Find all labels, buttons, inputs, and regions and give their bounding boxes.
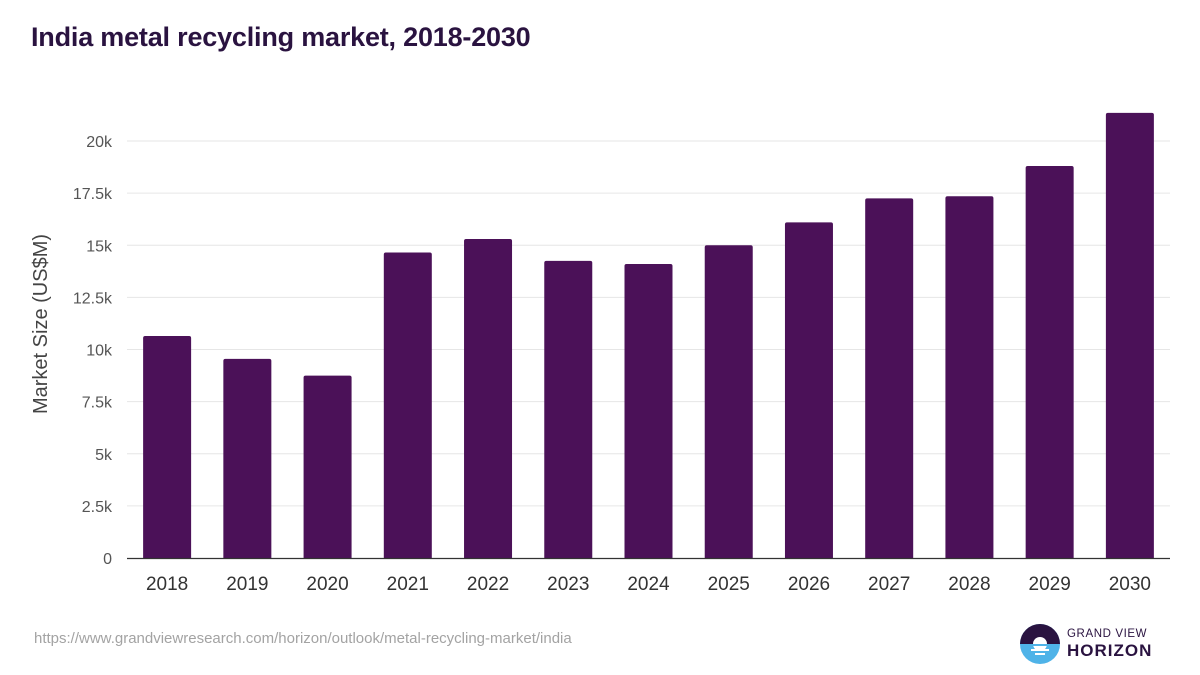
chart-title: India metal recycling market, 2018-2030 xyxy=(31,22,531,52)
bar-2021[interactable] xyxy=(383,252,432,559)
brand-line-2: HORIZON xyxy=(1067,641,1153,660)
horizon-logo-icon xyxy=(1020,624,1060,664)
bar-2018[interactable] xyxy=(143,335,192,558)
x-tick-label: 2027 xyxy=(868,574,910,595)
bar-2029[interactable] xyxy=(1025,166,1074,558)
bar-2027[interactable] xyxy=(865,198,914,558)
x-tick-label: 2020 xyxy=(306,574,348,595)
bar-2028[interactable] xyxy=(945,196,994,558)
y-axis-title: Market Size (US$M) xyxy=(30,234,52,414)
y-tick-label: 0 xyxy=(103,551,112,568)
brand-logo: GRAND VIEW HORIZON xyxy=(1020,623,1160,665)
x-tick-label: 2029 xyxy=(1029,574,1071,595)
y-tick-label: 12.5k xyxy=(73,290,113,307)
x-tick-label: 2019 xyxy=(226,574,268,595)
bars xyxy=(143,112,1154,559)
x-tick-label: 2026 xyxy=(788,574,830,595)
x-tick-label: 2021 xyxy=(387,574,429,595)
bar-2020[interactable] xyxy=(303,375,352,558)
x-tick-label: 2018 xyxy=(146,574,188,595)
brand-line-1: GRAND VIEW xyxy=(1067,628,1148,640)
x-axis-tick-labels: 2018 2019 2020 2021 2022 2023 2024 2025 2026 2027… xyxy=(146,574,1151,595)
bar-2030[interactable] xyxy=(1105,112,1154,558)
x-tick-label: 2024 xyxy=(627,574,670,595)
y-tick-label: 7.5k xyxy=(82,395,113,412)
y-tick-label: 17.5k xyxy=(73,186,113,203)
bar-2019[interactable] xyxy=(223,358,272,558)
y-tick-label: 15k xyxy=(86,238,113,255)
y-tick-label: 10k xyxy=(86,343,113,360)
source-url[interactable]: https://www.grandviewresearch.com/horizo… xyxy=(34,630,572,647)
y-tick-label: 2.5k xyxy=(82,499,113,516)
bar-2023[interactable] xyxy=(544,260,593,558)
x-tick-label: 2030 xyxy=(1109,574,1151,595)
y-tick-label: 5k xyxy=(95,447,113,464)
x-tick-label: 2023 xyxy=(547,574,589,595)
y-tick-label: 20k xyxy=(86,134,113,151)
bar-2025[interactable] xyxy=(704,245,753,558)
x-tick-label: 2028 xyxy=(948,574,990,595)
x-tick-label: 2022 xyxy=(467,574,509,595)
x-tick-label: 2025 xyxy=(708,574,750,595)
bar-2022[interactable] xyxy=(464,238,513,558)
bar-2026[interactable] xyxy=(784,222,833,558)
y-axis-tick-labels: 0 2.5k 5k 7.5k 10k 12.5k 15k 17.5k 20k xyxy=(73,134,113,568)
bar-2024[interactable] xyxy=(624,264,673,558)
